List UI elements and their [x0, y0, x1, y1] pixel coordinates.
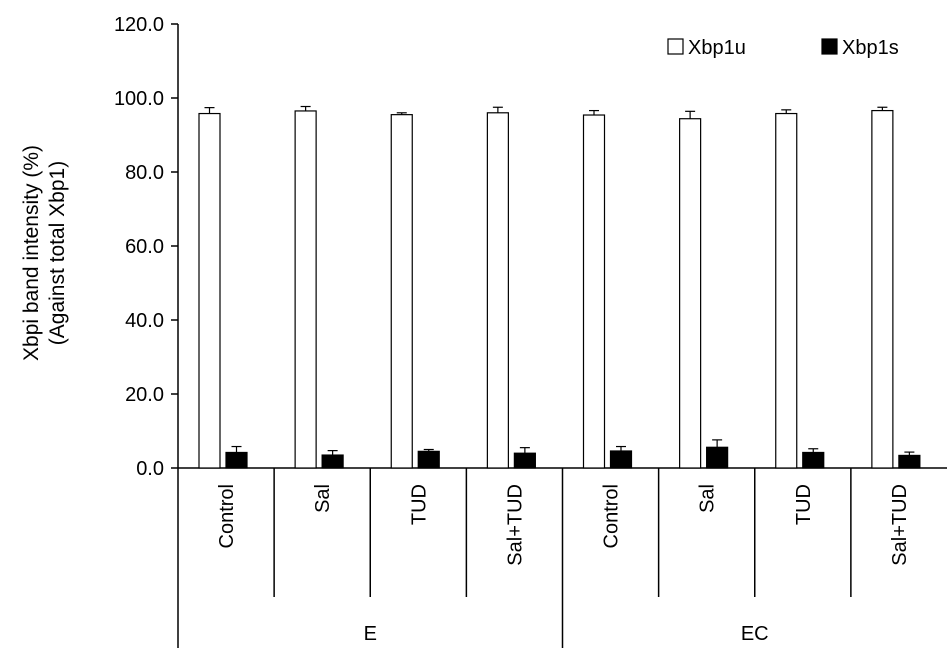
bar-xbp1u — [390, 114, 413, 469]
legend-swatch-xbp1u — [667, 38, 684, 55]
bar-xbp1s — [898, 454, 921, 469]
legend-label: Xbp1u — [688, 37, 746, 59]
bar-xbp1s — [706, 446, 729, 469]
y-tick-label: 40.0 — [125, 310, 164, 332]
y-tick-label: 0.0 — [136, 458, 164, 480]
y-axis-label-line2: (Against total Xbp1) — [46, 161, 69, 345]
bar-xbp1s — [225, 451, 248, 469]
group-label: EC — [741, 623, 769, 645]
bar-xbp1s — [609, 450, 633, 469]
bar-xbp1u — [871, 109, 894, 469]
bar-xbp1u — [294, 110, 317, 469]
category-label: Sal — [312, 484, 334, 513]
bar-xbp1s — [802, 451, 825, 469]
y-tick-label: 80.0 — [125, 162, 164, 184]
legend-swatch-xbp1s — [821, 38, 838, 55]
bar-xbp1s — [417, 450, 440, 469]
category-label: Control — [216, 484, 238, 548]
y-tick-label: 120.0 — [114, 14, 164, 36]
category-label: Control — [601, 484, 623, 548]
category-label: TUD — [408, 484, 430, 525]
group-label: E — [364, 623, 377, 645]
bar-xbp1s — [513, 452, 536, 469]
bar-xbp1u — [679, 118, 702, 469]
bar-xbp1u — [582, 114, 606, 469]
y-tick-label: 60.0 — [125, 236, 164, 258]
bar-xbp1u — [775, 112, 798, 469]
category-label: Sal+TUD — [889, 484, 911, 566]
category-label: Sal — [697, 484, 719, 513]
bar-xbp1s — [321, 454, 344, 469]
y-tick-label: 100.0 — [114, 88, 164, 110]
y-tick-label: 20.0 — [125, 384, 164, 406]
category-label: Sal+TUD — [504, 484, 526, 566]
bar-xbp1u — [198, 112, 221, 469]
category-label: TUD — [793, 484, 815, 525]
y-axis-label-line1: Xbpi band intensity (%) — [20, 145, 43, 361]
legend-label: Xbp1s — [842, 37, 899, 59]
bar-xbp1u — [486, 112, 509, 469]
